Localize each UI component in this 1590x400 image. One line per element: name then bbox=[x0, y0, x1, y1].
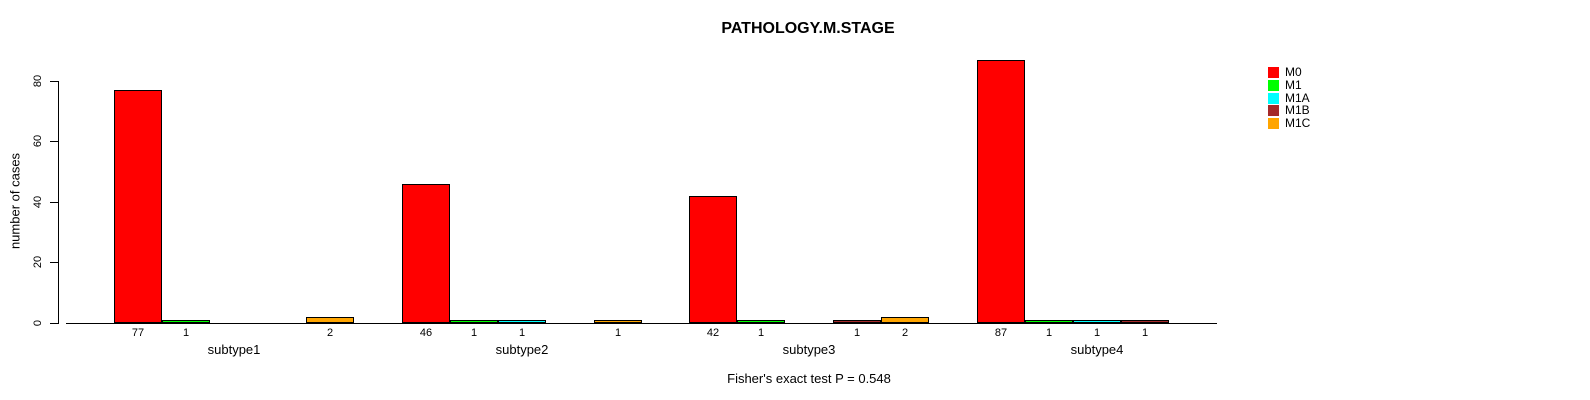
bar-value-label: 1 bbox=[1141, 327, 1149, 339]
category-label-subtype1: subtype1 bbox=[207, 342, 261, 357]
category-label-subtype2: subtype2 bbox=[495, 342, 549, 357]
legend-label: M1B bbox=[1285, 103, 1310, 118]
y-tick-label: 80 bbox=[32, 74, 44, 88]
bar-value-label: 46 bbox=[419, 327, 433, 339]
legend-item-M1: M1 bbox=[1268, 77, 1310, 92]
x-axis-line bbox=[66, 323, 1217, 324]
chart-title: PATHOLOGY.M.STAGE bbox=[721, 20, 895, 37]
y-tick bbox=[50, 202, 58, 203]
bar-subtype1-M1 bbox=[162, 320, 210, 323]
bar-value-label: 1 bbox=[614, 327, 622, 339]
bar-subtype1-M0 bbox=[114, 90, 162, 323]
legend: M0 M1 M1A M1B M1C bbox=[1268, 65, 1311, 131]
bar-value-label: 77 bbox=[131, 327, 145, 339]
bar-value-label: 1 bbox=[518, 327, 526, 339]
bar-subtype2-M1C bbox=[594, 320, 642, 323]
bar-subtype3-M1 bbox=[737, 320, 785, 323]
category-label-subtype4: subtype4 bbox=[1070, 342, 1124, 357]
bar-value-label: 1 bbox=[853, 327, 861, 339]
bar-subtype4-M1A bbox=[1073, 320, 1121, 323]
bar-subtype4-M1B bbox=[1121, 320, 1169, 323]
legend-swatch-M1B bbox=[1268, 105, 1279, 117]
bar-subtype4-M1 bbox=[1025, 320, 1073, 323]
legend-item-M1C: M1C bbox=[1268, 116, 1311, 130]
legend-label: M1A bbox=[1285, 90, 1310, 105]
y-axis-line bbox=[58, 81, 59, 324]
legend-label: M1 bbox=[1285, 77, 1302, 92]
y-axis-label: number of cases bbox=[7, 152, 23, 250]
y-tick-label: 60 bbox=[32, 134, 44, 148]
bar-subtype1-M1C bbox=[306, 317, 354, 323]
fisher-test-annotation: Fisher's exact test P = 0.548 bbox=[727, 371, 891, 386]
y-tick-label: 0 bbox=[32, 319, 44, 327]
y-tick bbox=[50, 141, 58, 142]
bar-value-label: 87 bbox=[994, 327, 1008, 339]
y-tick bbox=[50, 81, 58, 82]
bar-value-label: 1 bbox=[470, 327, 478, 339]
bar-value-label: 1 bbox=[182, 327, 190, 339]
legend-item-M1A: M1A bbox=[1268, 90, 1310, 105]
legend-swatch-M1A bbox=[1268, 92, 1279, 104]
y-tick bbox=[50, 323, 58, 324]
bar-subtype2-M1A bbox=[498, 320, 546, 323]
legend-swatch-M0 bbox=[1268, 67, 1279, 78]
legend-swatch-M1 bbox=[1268, 79, 1279, 91]
bar-subtype3-M1B bbox=[833, 320, 881, 323]
bar-value-label: 42 bbox=[706, 327, 720, 339]
bar-subtype4-M0 bbox=[977, 60, 1025, 323]
bar-value-label: 1 bbox=[1093, 327, 1101, 339]
category-label-subtype3: subtype3 bbox=[782, 342, 836, 357]
legend-label: M0 bbox=[1285, 65, 1302, 79]
legend-label: M1C bbox=[1285, 116, 1311, 130]
bar-value-label: 1 bbox=[757, 327, 765, 339]
y-tick-label: 20 bbox=[32, 255, 44, 269]
bar-value-label: 2 bbox=[326, 327, 334, 339]
bar-subtype3-M1C bbox=[881, 317, 929, 323]
bar-subtype2-M1 bbox=[450, 320, 498, 323]
legend-item-M0: M0 bbox=[1268, 65, 1310, 79]
bar-value-label: 2 bbox=[901, 327, 909, 339]
bar-subtype3-M0 bbox=[689, 196, 737, 323]
y-tick bbox=[50, 262, 58, 263]
bar-value-label: 1 bbox=[1045, 327, 1053, 339]
bar-subtype2-M0 bbox=[402, 184, 450, 323]
y-tick-label: 40 bbox=[32, 195, 44, 209]
legend-item-M1B: M1B bbox=[1268, 103, 1310, 118]
legend-swatch-M1C bbox=[1268, 118, 1279, 129]
